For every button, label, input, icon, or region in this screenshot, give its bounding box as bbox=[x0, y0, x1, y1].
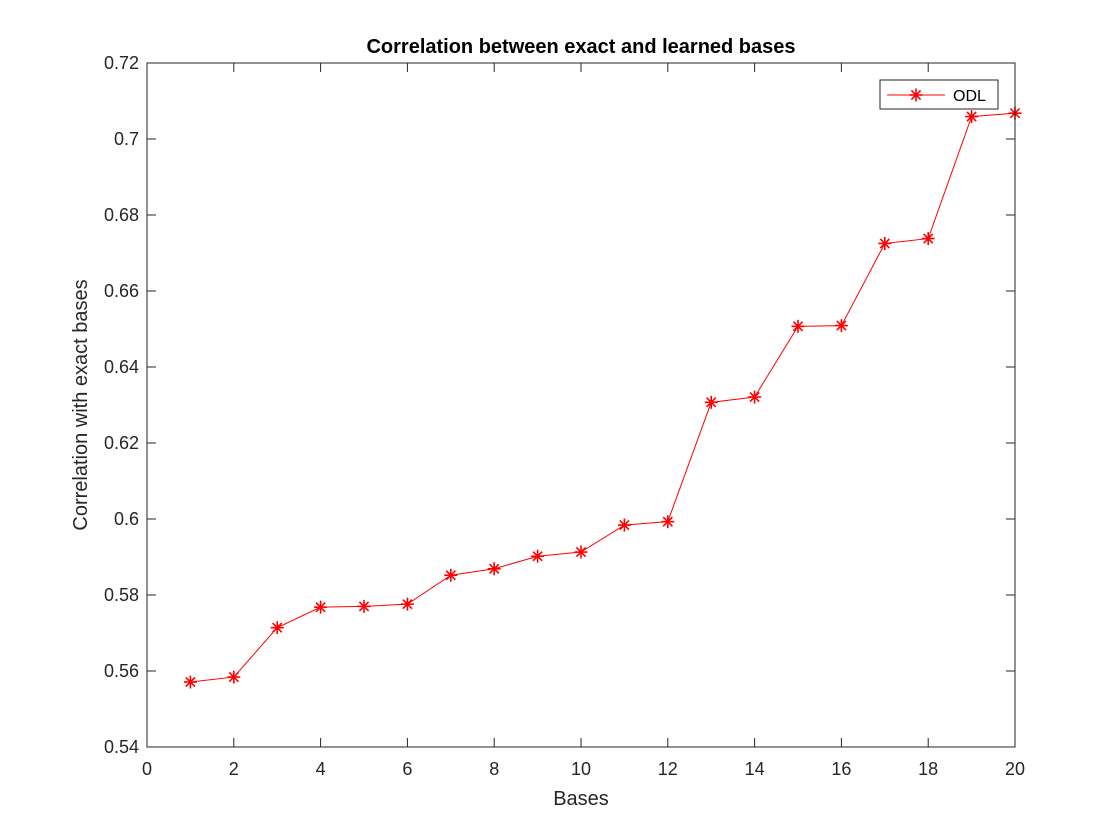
data-point-odl bbox=[617, 518, 631, 532]
x-tick-label: 2 bbox=[229, 759, 239, 779]
series-line-odl bbox=[190, 112, 1016, 683]
x-tick-label: 8 bbox=[489, 759, 499, 779]
data-point-odl bbox=[227, 670, 241, 684]
x-tick-label: 4 bbox=[316, 759, 326, 779]
y-tick-label: 0.72 bbox=[104, 53, 139, 73]
data-point-odl bbox=[791, 319, 805, 333]
x-tick-label: 14 bbox=[745, 759, 765, 779]
x-tick-label: 20 bbox=[1005, 759, 1025, 779]
plot-frame bbox=[146, 62, 1016, 748]
legend-label-odl: ODL bbox=[953, 88, 986, 105]
y-tick-label: 0.7 bbox=[114, 129, 139, 149]
y-axis-ticks: 0.54 0.56 0.58 0.6 0.62 0.64 0.66 0.68 0.7 0.72 bbox=[104, 53, 1015, 757]
legend-marker-odl bbox=[909, 88, 923, 102]
x-tick-label: 12 bbox=[658, 759, 678, 779]
x-tick-label: 0 bbox=[142, 759, 152, 779]
data-point-odl bbox=[314, 600, 328, 614]
x-axis-label: Bases bbox=[553, 788, 609, 810]
y-tick-label: 0.64 bbox=[104, 357, 139, 377]
x-tick-label: 10 bbox=[571, 759, 591, 779]
x-axis-ticks: 0 2 4 6 8 10 12 14 16 18 20 bbox=[142, 63, 1025, 779]
plot-area bbox=[147, 63, 1015, 747]
data-point-odl bbox=[444, 568, 458, 582]
data-point-odl bbox=[921, 232, 935, 246]
x-tick-label: 16 bbox=[831, 759, 851, 779]
y-tick-label: 0.54 bbox=[104, 737, 139, 757]
y-tick-label: 0.68 bbox=[104, 205, 139, 225]
y-axis-label: Correlation with exact bases bbox=[70, 279, 92, 530]
y-tick-label: 0.62 bbox=[104, 433, 139, 453]
x-tick-label: 18 bbox=[918, 759, 938, 779]
data-point-odl bbox=[487, 562, 501, 576]
series-layer bbox=[183, 106, 1022, 689]
data-point-odl bbox=[183, 675, 197, 689]
data-point-odl bbox=[400, 597, 414, 611]
data-point-odl bbox=[270, 621, 284, 635]
data-point-odl bbox=[531, 549, 545, 563]
data-point-odl bbox=[834, 319, 848, 333]
data-point-odl bbox=[704, 395, 718, 409]
legend[interactable]: ODL bbox=[879, 79, 999, 110]
x-tick-label: 6 bbox=[402, 759, 412, 779]
data-point-odl bbox=[661, 515, 675, 529]
data-point-odl bbox=[574, 545, 588, 559]
y-tick-label: 0.66 bbox=[104, 281, 139, 301]
y-tick-label: 0.56 bbox=[104, 661, 139, 681]
data-point-odl bbox=[965, 110, 979, 124]
data-point-odl bbox=[878, 237, 892, 250]
data-point-odl bbox=[748, 390, 762, 404]
y-tick-label: 0.6 bbox=[114, 509, 139, 529]
y-tick-label: 0.58 bbox=[104, 585, 139, 605]
legend-asterisk-icon bbox=[909, 88, 923, 102]
data-point-odl bbox=[357, 599, 371, 613]
chart-title: Correlation between exact and learned ba… bbox=[366, 36, 795, 58]
